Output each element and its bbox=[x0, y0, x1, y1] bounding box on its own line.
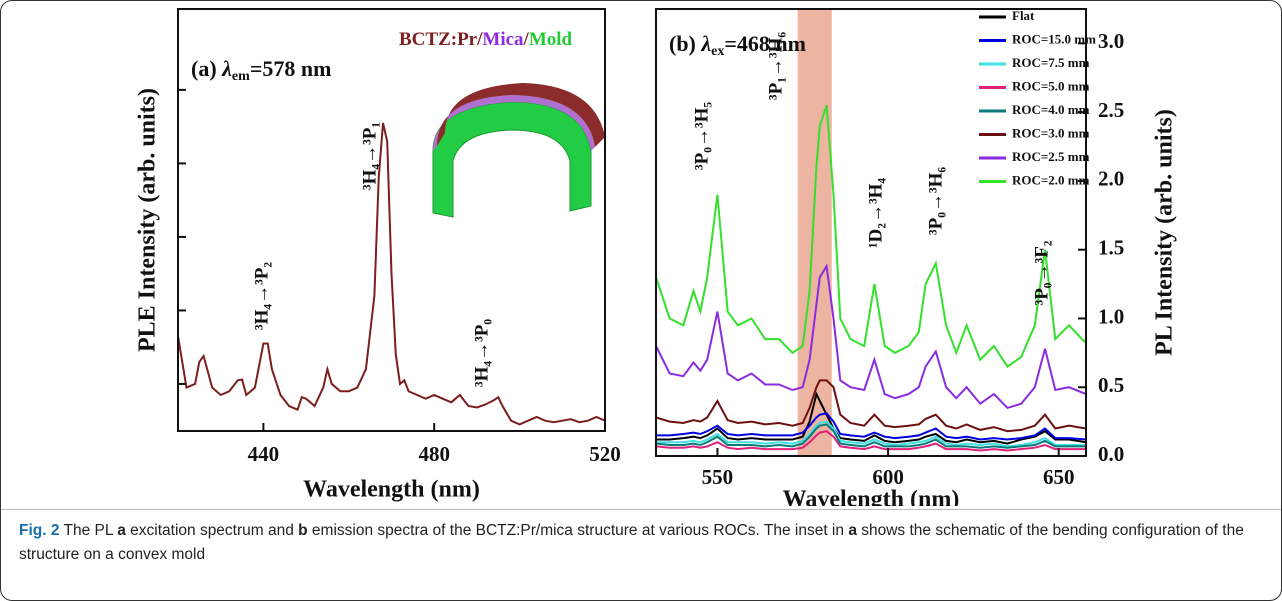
panel-label-subscript: ex bbox=[711, 44, 724, 59]
y-tick-label: 0.0 bbox=[1098, 442, 1124, 466]
x-tick-label: 600 bbox=[872, 465, 904, 489]
x-tick-label: 550 bbox=[702, 465, 734, 489]
plot-frame bbox=[177, 8, 606, 432]
data-line bbox=[656, 430, 1086, 452]
x-tick-label: 520 bbox=[589, 442, 621, 466]
transition-label: ³H₄→³P₁ bbox=[359, 122, 380, 190]
y-tick-label: 2.5 bbox=[1098, 98, 1124, 122]
transition-label: ³P₁→³H₆ bbox=[765, 32, 786, 100]
data-line bbox=[656, 391, 1086, 445]
inset-schematic bbox=[432, 83, 605, 218]
sample-label: BCTZ:Pr/Mica/Mold bbox=[399, 29, 573, 50]
caption-figure-number: Fig. 2 bbox=[19, 522, 60, 539]
plot-frame bbox=[655, 8, 1087, 457]
x-tick-label: 650 bbox=[1043, 465, 1075, 489]
legend-label: ROC=2.5 mm bbox=[1012, 149, 1090, 164]
legend-label: ROC=15.0 mm bbox=[1012, 31, 1096, 46]
panel-label-symbol: λ bbox=[221, 56, 232, 81]
y-axis-title: PL Intensity (arb. units) bbox=[1152, 109, 1178, 356]
data-line bbox=[656, 379, 1086, 433]
transition-label: ³P₀→³H₆ bbox=[925, 167, 946, 235]
caption: Fig. 2 The PL a excitation spectrum and … bbox=[19, 519, 1267, 567]
transition-label: ³H₄→³P₂ bbox=[251, 262, 272, 330]
data-line bbox=[656, 423, 1086, 449]
y-axis-title: PLE Intensity (arb. units) bbox=[135, 88, 161, 352]
x-tick-label: 440 bbox=[248, 442, 280, 466]
caption-panel-ref: a bbox=[848, 522, 857, 539]
caption-text: excitation spectrum and bbox=[125, 522, 299, 539]
legend-label: ROC=7.5 mm bbox=[1012, 55, 1090, 70]
legend-label: ROC=5.0 mm bbox=[1012, 78, 1090, 93]
caption-panel-ref: b bbox=[298, 522, 308, 539]
panel-label-symbol: λ bbox=[700, 31, 711, 56]
legend-label: ROC=2.0 mm bbox=[1012, 172, 1090, 187]
caption-text: emission spectra of the BCTZ:Pr/mica str… bbox=[307, 522, 849, 539]
data-line bbox=[656, 104, 1086, 369]
sample-label-part: / bbox=[523, 29, 530, 50]
chart: 440 480 520 Wavelength (nm) PLE Intensity (a… bbox=[135, 8, 1178, 507]
transition-label: ³H₄→³P₀ bbox=[471, 319, 492, 387]
highlight-band bbox=[797, 9, 832, 456]
y-tick-label: 1.0 bbox=[1098, 304, 1124, 328]
panel-label-prefix: (b) bbox=[669, 31, 701, 56]
data-line bbox=[178, 122, 605, 426]
panel-label: (a) λem=578 nm bbox=[191, 56, 331, 84]
transition-label: ³P₀→³F₂ bbox=[1031, 240, 1052, 305]
sample-label-part: Mold bbox=[529, 29, 573, 50]
divider bbox=[1, 509, 1281, 510]
y-tick-label: 1.5 bbox=[1098, 236, 1124, 260]
legend-label: Flat bbox=[1012, 8, 1035, 23]
data-line bbox=[656, 412, 1086, 441]
caption-text: The PL bbox=[59, 522, 118, 539]
caption-panel-ref: a bbox=[117, 522, 126, 539]
panel-label-prefix: (a) bbox=[191, 56, 222, 81]
transition-label: ¹D₂→³H₄ bbox=[865, 178, 886, 249]
panel-label-suffix: =578 nm bbox=[250, 56, 332, 81]
data-line bbox=[656, 420, 1086, 448]
data-line bbox=[656, 263, 1086, 410]
panel-label-subscript: em bbox=[232, 69, 250, 84]
y-tick-label: 0.5 bbox=[1098, 373, 1124, 397]
sample-label-part: BCTZ:Pr/ bbox=[399, 29, 483, 50]
transition-label: ³P₀→³H₅ bbox=[691, 102, 712, 170]
caption-text: shows the schematic of the bending confi… bbox=[19, 522, 1244, 563]
y-tick-label: 3.0 bbox=[1098, 29, 1124, 53]
legend-label: ROC=3.0 mm bbox=[1012, 125, 1090, 140]
panel-label: (b) λex=468 nm bbox=[669, 31, 806, 59]
x-axis-title: Wavelength (nm) bbox=[783, 487, 960, 507]
y-tick-label: 2.0 bbox=[1098, 167, 1124, 191]
x-axis-title: Wavelength (nm) bbox=[303, 477, 480, 503]
x-tick-label: 480 bbox=[418, 442, 450, 466]
sample-label-part: Mica bbox=[482, 29, 524, 50]
legend-label: ROC=4.0 mm bbox=[1012, 102, 1090, 117]
panel-label-suffix: =468 nm bbox=[724, 31, 806, 56]
